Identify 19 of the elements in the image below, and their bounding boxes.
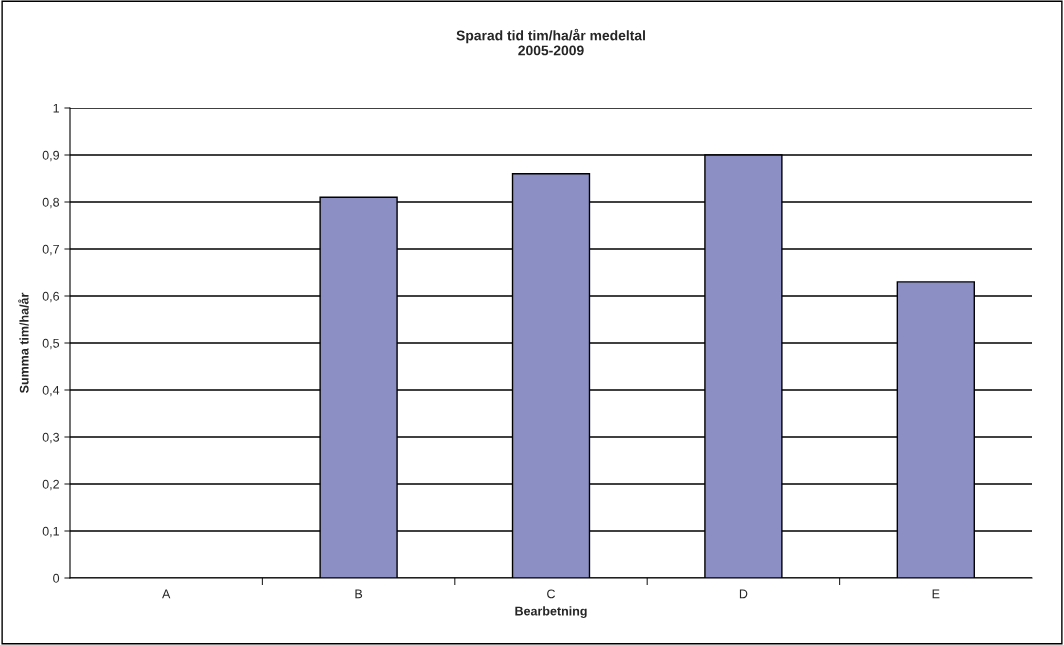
y-tick-label: 0,6 (42, 291, 60, 303)
y-tick-label: 0,4 (42, 385, 60, 397)
y-tick-label: 0,8 (42, 197, 60, 209)
x-tick-label: E (932, 589, 940, 599)
chart-title: Sparad tid tim/ha/år medeltal 2005-2009 (456, 28, 645, 56)
x-tick-label: C (547, 589, 556, 599)
y-tick-label: 0,9 (42, 150, 59, 162)
y-axis-title: Summa tim/ha/år (18, 292, 29, 393)
x-axis-title: Bearbetning (515, 606, 587, 619)
x-tick-label: B (355, 589, 363, 599)
y-tick-label: 0,2 (42, 479, 59, 491)
y-tick-label: 0 (53, 573, 60, 583)
x-tick-label: A (162, 589, 171, 599)
x-tick-label: D (739, 589, 748, 599)
y-tick-label: 1 (53, 103, 59, 113)
y-tick-label: 0,1 (42, 526, 59, 538)
y-tick-label: 0,7 (42, 244, 59, 256)
y-tick-label: 0,3 (42, 432, 60, 444)
y-tick-label: 0,5 (42, 338, 60, 350)
